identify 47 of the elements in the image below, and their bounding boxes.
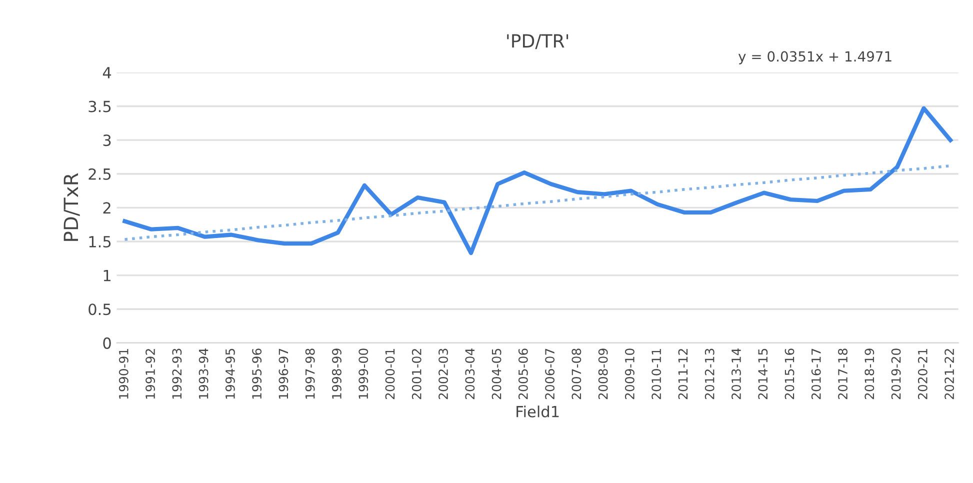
x-tick-label: 1999-00 bbox=[358, 348, 368, 399]
x-axis-title: Field1 bbox=[516, 406, 559, 418]
x-tick-label: 1992-93 bbox=[172, 348, 182, 399]
y-tick-label: 0.5 bbox=[88, 304, 111, 316]
x-tick-label: 2021-22 bbox=[944, 349, 954, 400]
x-tick-label: 2005-06 bbox=[518, 348, 528, 400]
x-tick-label: 2004-05 bbox=[492, 348, 502, 400]
y-tick-label: 1.5 bbox=[89, 236, 111, 248]
x-tick-label: 2002-03 bbox=[438, 348, 448, 400]
x-tick-label: 1998-99 bbox=[332, 348, 342, 399]
x-tick-label: 2010-11 bbox=[652, 348, 662, 400]
y-tick-label: 4 bbox=[102, 67, 112, 78]
y-tick-label: 3.5 bbox=[88, 100, 111, 112]
x-tick-label: 2015-16 bbox=[784, 348, 794, 400]
y-tick-label: 2.5 bbox=[88, 168, 111, 180]
x-tick-label: 1995-96 bbox=[252, 348, 262, 399]
x-tick-label: 2009-10 bbox=[624, 348, 634, 400]
chart-title: 'PD/TR' bbox=[507, 34, 568, 50]
line-series bbox=[123, 164, 952, 241]
x-tick-label: 2017-18 bbox=[838, 348, 848, 400]
x-tick-label: 2016-17 bbox=[811, 348, 821, 400]
y-axis-title: PD/TxR bbox=[64, 173, 80, 241]
x-tick-label: 1997-98 bbox=[305, 348, 315, 399]
x-tick-label: 2012-13 bbox=[704, 348, 714, 400]
x-tick-label: 1991-92 bbox=[146, 349, 156, 399]
y-tick-label: 2 bbox=[103, 202, 110, 214]
x-tick-label: 2014-15 bbox=[758, 348, 768, 400]
x-tick-label: 2019-20 bbox=[891, 348, 901, 400]
x-tick-label: 2003-04 bbox=[465, 348, 475, 400]
text: y = 0.0351x + 1.4971 bbox=[738, 51, 892, 64]
x-tick-label: 2013-14 bbox=[732, 348, 741, 400]
y-tick-label: 0 bbox=[103, 337, 111, 349]
x-tick-label: 1996-97 bbox=[278, 348, 288, 399]
x-tick-label: 1990-91 bbox=[118, 348, 128, 399]
x-tick-label: 2018-19 bbox=[864, 348, 874, 400]
x-tick-label: 2008-09 bbox=[598, 348, 608, 400]
line-series bbox=[122, 106, 952, 256]
x-tick-label: 1994-95 bbox=[225, 348, 235, 399]
x-tick-label: 2006-07 bbox=[545, 348, 555, 400]
x-tick-label: 2020-21 bbox=[918, 348, 928, 400]
x-tick-label: 1993-94 bbox=[198, 348, 208, 399]
x-tick-label: 2007-08 bbox=[572, 348, 582, 400]
x-tick-label: 2001-02 bbox=[412, 349, 422, 400]
y-tick-label: 1 bbox=[104, 270, 110, 282]
y-tick-label: 3 bbox=[103, 134, 111, 146]
x-tick-label: 2000-01 bbox=[385, 348, 395, 400]
x-tick-label: 2011-12 bbox=[678, 349, 688, 400]
